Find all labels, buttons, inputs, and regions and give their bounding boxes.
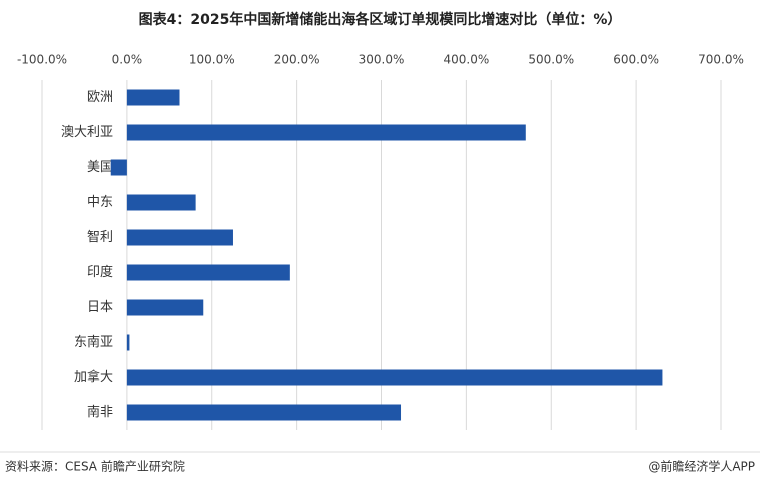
category-label: 澳大利亚 — [61, 124, 113, 140]
bar — [126, 369, 663, 386]
category-label: 日本 — [87, 300, 113, 315]
category-label: 印度 — [87, 264, 113, 280]
x-tick-label: 200.0% — [274, 53, 320, 67]
category-label: 中东 — [87, 195, 113, 210]
credit: @前瞻经济学人APP — [648, 459, 755, 474]
category-label: 加拿大 — [74, 369, 113, 385]
bar — [126, 194, 196, 211]
bar — [126, 89, 180, 106]
category-label: 美国 — [87, 160, 113, 175]
bar — [126, 299, 204, 316]
category-label: 欧洲 — [87, 90, 113, 105]
bar — [126, 334, 130, 351]
bar — [126, 229, 233, 246]
x-tick-label: 500.0% — [528, 53, 574, 67]
x-tick-label: 400.0% — [443, 53, 489, 67]
category-label: 智利 — [87, 230, 113, 245]
bar — [110, 159, 127, 176]
bar — [126, 264, 290, 281]
x-tick-label: 0.0% — [112, 53, 143, 67]
category-label: 南非 — [87, 404, 113, 420]
bar — [126, 124, 526, 141]
category-label: 东南亚 — [74, 334, 113, 350]
x-tick-label: 100.0% — [189, 53, 235, 67]
x-tick-label: -100.0% — [17, 53, 67, 67]
bar — [126, 404, 402, 421]
x-tick-label: 700.0% — [698, 53, 744, 67]
x-tick-label: 300.0% — [359, 53, 405, 67]
chart-title: 图表4：2025年中国新增储能出海各区域订单规模同比增速对比（单位：%） — [139, 11, 622, 28]
source: 资料来源：CESA 前瞻产业研究院 — [5, 459, 185, 474]
x-tick-label: 600.0% — [613, 53, 659, 67]
